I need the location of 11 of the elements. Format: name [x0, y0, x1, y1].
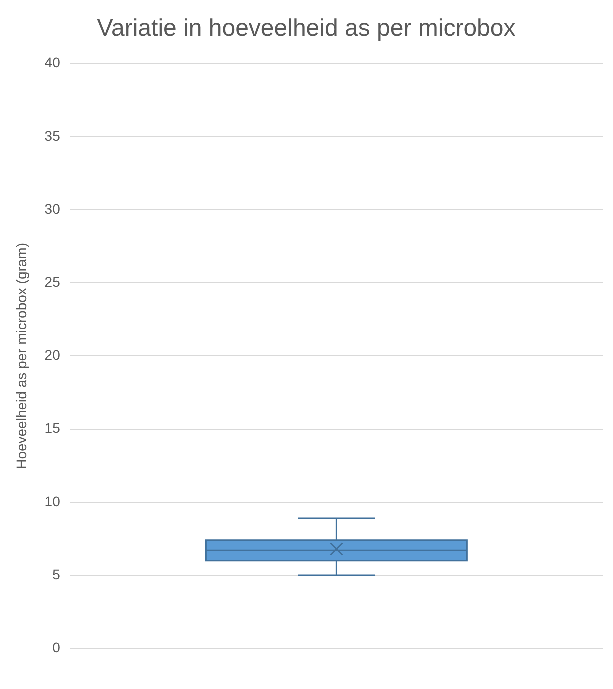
y-tick-label: 0: [52, 639, 61, 656]
y-tick-label: 5: [52, 566, 61, 582]
y-tick-label: 15: [44, 420, 61, 436]
y-tick-label: 10: [44, 493, 61, 510]
y-tick-label: 20: [44, 347, 61, 364]
y-axis-title: Hoeveelheid as per microbox (gram): [13, 242, 30, 470]
y-tick-label: 30: [44, 200, 61, 217]
y-tick-label: 25: [44, 274, 61, 290]
y-tick-label: 35: [44, 128, 61, 144]
y-tick-label: 40: [44, 54, 61, 71]
chart-title: Variatie in hoeveelheid as per microbox: [97, 15, 516, 42]
